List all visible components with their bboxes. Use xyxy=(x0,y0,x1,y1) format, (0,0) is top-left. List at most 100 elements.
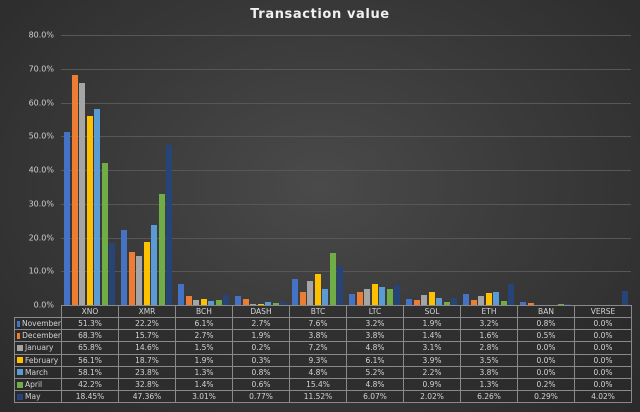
bar-may-verse[interactable] xyxy=(622,291,628,305)
legend-swatch-icon xyxy=(17,344,23,351)
bar-may-ltc[interactable] xyxy=(394,284,400,305)
table-cell: 23.8% xyxy=(118,365,176,379)
bar-january-bch[interactable] xyxy=(193,299,199,305)
y-axis: 0.0% 10.0% 20.0% 30.0% 40.0% 50.0% 60.0% 70.0% 8… xyxy=(0,0,56,412)
bar-april-eth[interactable] xyxy=(500,300,507,305)
table-cell: 0.0% xyxy=(574,353,632,367)
gridline xyxy=(61,102,631,104)
bar-november-eth[interactable] xyxy=(463,294,469,305)
bar-december-xno[interactable] xyxy=(71,74,78,305)
legend-label: April xyxy=(25,380,43,390)
bar-december-btc[interactable] xyxy=(299,292,306,305)
bar-december-bch[interactable] xyxy=(185,295,192,305)
bar-february-btc[interactable] xyxy=(314,273,321,305)
bar-march-dash[interactable] xyxy=(265,302,271,305)
bar-january-xno[interactable] xyxy=(79,82,85,305)
table-cell: 4.02% xyxy=(574,390,632,404)
legend-label: January xyxy=(25,343,54,353)
table-cell: 7.2% xyxy=(289,341,347,355)
bar-march-bch[interactable] xyxy=(208,300,214,305)
bar-april-ban[interactable] xyxy=(557,304,564,305)
bar-march-eth[interactable] xyxy=(493,292,499,305)
data-table: XNO XMR BCH DASH BTC LTC SOL ETH BAN VERSE Novembe… xyxy=(14,305,632,410)
bar-april-dash[interactable] xyxy=(272,302,279,305)
bar-december-xmr[interactable] xyxy=(128,252,135,305)
table-cell: 5.2% xyxy=(346,365,404,379)
table-cell: 0.77% xyxy=(232,390,290,404)
bar-january-btc[interactable] xyxy=(307,280,313,305)
bar-april-ltc[interactable] xyxy=(386,288,393,305)
bar-november-xno[interactable] xyxy=(64,131,70,305)
table-cell: 0.2% xyxy=(232,341,290,355)
bar-december-sol[interactable] xyxy=(413,300,420,305)
bar-december-ltc[interactable] xyxy=(356,292,363,305)
bar-april-xno[interactable] xyxy=(101,162,108,305)
bar-november-btc[interactable] xyxy=(292,279,298,305)
y-tick-label: 80.0% xyxy=(28,30,54,40)
gridline xyxy=(61,203,631,205)
bar-february-eth[interactable] xyxy=(485,293,492,305)
table-cell: 3.9% xyxy=(403,353,461,367)
bar-march-ltc[interactable] xyxy=(379,287,385,305)
bar-january-sol[interactable] xyxy=(421,294,427,305)
bar-may-xmr[interactable] xyxy=(166,145,172,305)
bar-december-ban[interactable] xyxy=(527,303,534,305)
y-tick-label: 50.0% xyxy=(28,131,54,141)
table-cell: 0.8% xyxy=(232,365,290,379)
legend-swatch-icon xyxy=(17,332,21,339)
bar-april-bch[interactable] xyxy=(215,300,222,305)
bar-may-xno[interactable] xyxy=(109,242,115,305)
table-cell: 0.0% xyxy=(517,341,575,355)
bar-may-eth[interactable] xyxy=(508,283,514,305)
bar-november-xmr[interactable] xyxy=(121,230,127,305)
bar-february-xno[interactable] xyxy=(86,115,93,305)
bar-may-btc[interactable] xyxy=(337,266,343,305)
bar-january-eth[interactable] xyxy=(478,295,484,305)
bar-february-xmr[interactable] xyxy=(143,241,150,305)
table-cell: 18.7% xyxy=(118,353,176,367)
table-cell: 0.0% xyxy=(517,353,575,367)
bar-november-dash[interactable] xyxy=(235,295,241,305)
bar-february-bch[interactable] xyxy=(200,298,207,305)
bar-march-xno[interactable] xyxy=(94,108,100,305)
bar-november-bch[interactable] xyxy=(178,284,184,305)
legend-swatch-icon xyxy=(17,357,23,364)
legend-key-december: December xyxy=(14,329,62,343)
bar-may-ban[interactable] xyxy=(565,304,571,305)
bar-march-sol[interactable] xyxy=(436,297,442,305)
bar-may-bch[interactable] xyxy=(223,294,229,305)
bar-december-dash[interactable] xyxy=(242,298,249,305)
bar-february-dash[interactable] xyxy=(257,304,264,305)
bar-february-ltc[interactable] xyxy=(371,284,378,305)
bar-december-eth[interactable] xyxy=(470,299,477,305)
y-tick-label: 40.0% xyxy=(28,165,54,175)
bar-january-dash[interactable] xyxy=(250,304,256,305)
legend-swatch-icon xyxy=(17,381,23,388)
y-tick-label: 20.0% xyxy=(28,233,54,242)
bar-april-xmr[interactable] xyxy=(158,194,165,305)
y-tick-label: 0.0% xyxy=(33,300,54,310)
bar-march-xmr[interactable] xyxy=(151,224,157,305)
table-cell: 1.3% xyxy=(175,365,233,379)
bar-may-dash[interactable] xyxy=(280,302,286,305)
y-tick-label: 60.0% xyxy=(28,98,54,107)
y-tick-label: 10.0% xyxy=(28,266,54,276)
gridline xyxy=(61,136,631,138)
table-cell: 4.8% xyxy=(346,341,404,355)
bar-april-btc[interactable] xyxy=(329,253,336,305)
legend-label: December xyxy=(22,331,61,341)
table-cell: 3.8% xyxy=(289,329,347,343)
legend-label: May xyxy=(25,392,41,402)
bar-november-ltc[interactable] xyxy=(349,294,355,305)
bar-february-sol[interactable] xyxy=(428,291,435,305)
bar-january-xmr[interactable] xyxy=(136,255,142,305)
table-cell: 6.07% xyxy=(346,390,404,404)
bar-november-sol[interactable] xyxy=(406,298,412,305)
gridline xyxy=(61,170,631,171)
bar-march-btc[interactable] xyxy=(322,288,328,305)
table-cell: 68.3% xyxy=(61,329,119,343)
bar-may-sol[interactable] xyxy=(451,298,457,305)
bar-january-ltc[interactable] xyxy=(364,288,370,305)
bar-april-sol[interactable] xyxy=(443,301,450,305)
bar-november-ban[interactable] xyxy=(520,302,526,305)
